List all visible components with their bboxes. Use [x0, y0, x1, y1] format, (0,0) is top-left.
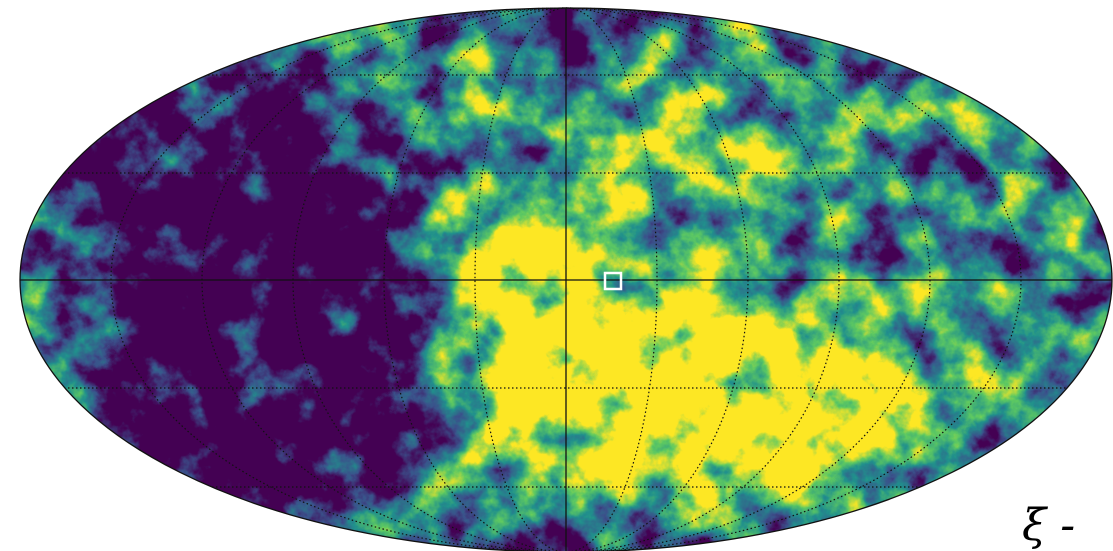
- map-field: [0, 0, 1113, 551]
- annotation: ξ -: [1022, 500, 1075, 551]
- page: {"annotation": "ξ -"}: [0, 0, 1113, 551]
- sky-map: ξ -: [0, 0, 1113, 551]
